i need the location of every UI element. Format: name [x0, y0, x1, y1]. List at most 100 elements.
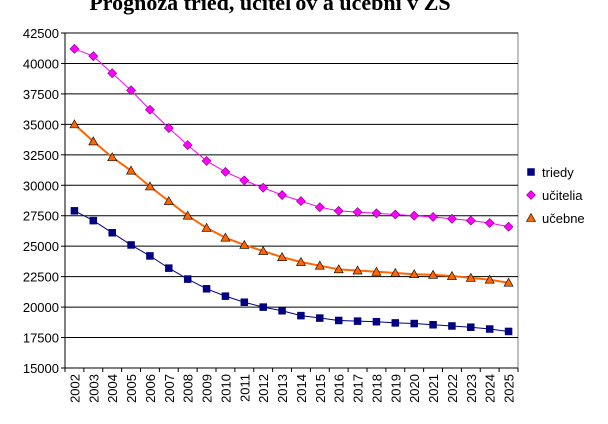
legend-label: učitelia [542, 188, 583, 203]
data-point [127, 241, 135, 249]
x-tick-label: 2023 [464, 374, 479, 403]
data-point [504, 327, 513, 336]
legend-marker [526, 190, 536, 200]
x-tick-label: 2019 [388, 374, 403, 403]
x-tick-label: 2009 [200, 374, 215, 403]
data-point [145, 104, 155, 115]
data-point [428, 212, 438, 222]
data-point [314, 202, 325, 213]
data-point [126, 165, 137, 175]
data-point [390, 209, 401, 220]
data-point [465, 215, 476, 226]
data-point [182, 140, 193, 150]
data-point [485, 325, 494, 333]
data-point [390, 267, 401, 277]
y-tick-label: 42500 [23, 26, 59, 41]
y-tick-label: 37500 [23, 87, 59, 102]
data-point [316, 314, 324, 322]
data-point [352, 265, 363, 275]
data-point [372, 317, 381, 326]
data-point [70, 207, 79, 215]
data-point [163, 195, 174, 205]
data-point [352, 207, 363, 217]
x-tick-label: 2017 [351, 374, 366, 403]
data-point [503, 277, 514, 287]
data-point [484, 218, 495, 228]
y-tick-label: 27500 [23, 209, 59, 224]
y-tick-label: 17500 [23, 331, 59, 346]
data-point [221, 292, 230, 300]
data-point [467, 323, 475, 331]
data-point [69, 43, 80, 54]
data-point [447, 213, 457, 224]
y-tick-label: 15000 [23, 361, 59, 376]
data-point [410, 319, 418, 328]
data-point [278, 306, 286, 315]
x-tick-label: 2011 [237, 374, 252, 402]
series-line-učebne [73, 123, 509, 284]
data-point [163, 123, 174, 133]
data-point [391, 319, 400, 327]
y-tick-label: 35000 [23, 117, 59, 132]
y-tick-label: 40000 [23, 56, 59, 71]
x-tick-label: 2014 [294, 374, 309, 403]
data-point [259, 303, 267, 311]
data-point [409, 210, 420, 221]
x-tick-label: 2021 [426, 374, 441, 403]
data-point [89, 216, 98, 225]
data-point [429, 321, 437, 329]
data-point [371, 266, 382, 276]
data-point [484, 274, 495, 284]
data-point [220, 166, 231, 177]
y-tick-label: 32500 [23, 148, 59, 163]
x-tick-label: 2013 [275, 374, 290, 403]
data-point [353, 317, 362, 325]
data-point [165, 264, 173, 272]
x-tick-label: 2002 [67, 374, 82, 403]
data-point [314, 260, 325, 270]
x-tick-label: 2022 [445, 374, 460, 403]
x-tick-label: 2004 [105, 374, 120, 403]
data-point [295, 256, 306, 266]
x-tick-label: 2018 [369, 374, 384, 403]
x-tick-label: 2006 [143, 374, 158, 403]
x-tick-label: 2007 [162, 374, 177, 403]
data-point [88, 136, 99, 146]
x-tick-label: 2015 [313, 374, 328, 403]
y-tick-label: 25000 [23, 239, 59, 254]
legend-label: učebne [542, 211, 585, 226]
legend-marker [527, 168, 535, 176]
x-tick-label: 2016 [332, 374, 347, 403]
data-point [239, 175, 250, 186]
data-point [146, 252, 154, 260]
data-point [334, 316, 343, 325]
data-point [201, 155, 212, 166]
x-tick-label: 2020 [407, 374, 422, 403]
x-tick-label: 2003 [86, 374, 101, 403]
data-point [126, 85, 136, 96]
data-point [446, 270, 457, 280]
data-point [258, 182, 269, 193]
data-point [296, 196, 306, 207]
data-point [107, 68, 118, 79]
y-tick-label: 22500 [23, 270, 59, 285]
y-tick-label: 30000 [23, 178, 59, 193]
data-point [503, 221, 514, 232]
legend-label: triedy [542, 165, 574, 180]
data-point [409, 269, 420, 279]
chart-title: Prognóza tried, učiteľov a učební v ZŠ [89, 0, 451, 15]
legend [522, 158, 608, 268]
data-point [202, 285, 211, 293]
data-point [258, 245, 269, 255]
data-point [333, 205, 344, 216]
data-point [107, 152, 118, 162]
data-point [333, 264, 344, 274]
data-point [277, 252, 288, 261]
data-point [371, 208, 382, 219]
data-point [239, 239, 250, 249]
data-point [240, 298, 249, 306]
y-tick-label: 20000 [23, 300, 59, 315]
data-point [183, 275, 192, 283]
